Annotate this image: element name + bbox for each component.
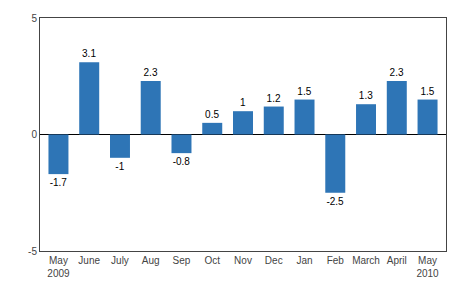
svg-text:May2009: May2009 bbox=[47, 255, 70, 279]
svg-text:Nov: Nov bbox=[234, 255, 252, 266]
svg-text:1.2: 1.2 bbox=[267, 93, 281, 104]
svg-text:-0.8: -0.8 bbox=[173, 156, 191, 167]
svg-text:0.5: 0.5 bbox=[205, 109, 219, 120]
svg-text:May2010: May2010 bbox=[416, 255, 439, 279]
svg-text:-2.5: -2.5 bbox=[326, 196, 344, 207]
svg-text:-5: -5 bbox=[28, 246, 37, 257]
svg-text:1.5: 1.5 bbox=[297, 86, 311, 97]
svg-text:-1.7: -1.7 bbox=[50, 177, 68, 188]
svg-text:0: 0 bbox=[31, 129, 37, 140]
svg-text:June: June bbox=[78, 255, 100, 266]
svg-text:Sep: Sep bbox=[173, 255, 191, 266]
svg-text:July: July bbox=[111, 255, 129, 266]
svg-text:1: 1 bbox=[240, 97, 246, 108]
svg-text:1.5: 1.5 bbox=[420, 86, 434, 97]
svg-text:3.1: 3.1 bbox=[82, 48, 96, 59]
svg-text:Feb: Feb bbox=[327, 255, 345, 266]
svg-text:Dec: Dec bbox=[265, 255, 283, 266]
svg-text:Jan: Jan bbox=[296, 255, 312, 266]
svg-text:March: March bbox=[352, 255, 380, 266]
svg-text:5: 5 bbox=[31, 13, 37, 24]
svg-text:1.3: 1.3 bbox=[359, 90, 373, 101]
svg-text:2.3: 2.3 bbox=[144, 67, 158, 78]
svg-text:-1: -1 bbox=[115, 161, 124, 172]
svg-text:2.3: 2.3 bbox=[390, 67, 404, 78]
svg-text:Aug: Aug bbox=[142, 255, 160, 266]
svg-text:April: April bbox=[387, 255, 407, 266]
svg-text:Oct: Oct bbox=[204, 255, 220, 266]
